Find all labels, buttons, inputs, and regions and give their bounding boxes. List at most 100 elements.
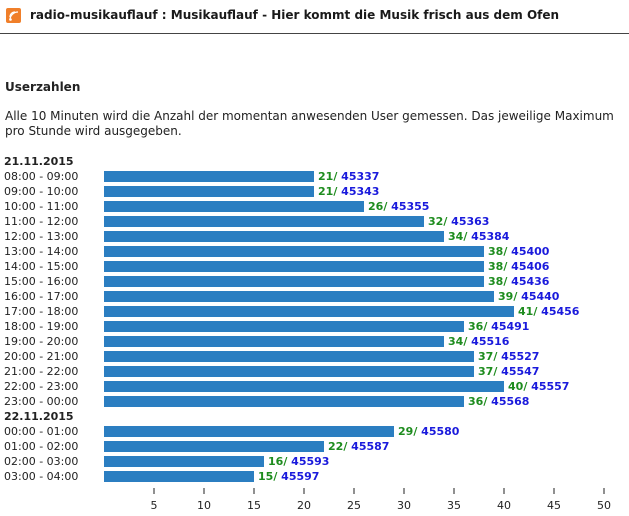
x-tick-label: 25 <box>347 499 361 512</box>
users-value: 39 <box>498 290 513 303</box>
total-value: 45400 <box>511 245 550 258</box>
bar-value-label: 21/ 45337 <box>318 170 379 183</box>
time-slot-label: 16:00 - 17:00 <box>4 290 78 303</box>
users-value: 38 <box>488 245 503 258</box>
total-value: 45343 <box>341 185 379 198</box>
section-heading: Userzahlen <box>5 80 81 94</box>
x-tick-label: 40 <box>497 499 511 512</box>
bar-value-label: 16/ 45593 <box>268 455 329 468</box>
users-value: 37 <box>478 350 493 363</box>
bar-value-label: 38/ 45406 <box>488 260 550 273</box>
total-value: 45363 <box>451 215 489 228</box>
time-slot-label: 15:00 - 16:00 <box>4 275 78 288</box>
time-slot-label: 12:00 - 13:00 <box>4 230 78 243</box>
section-description: Alle 10 Minuten wird die Anzahl der mome… <box>5 109 614 138</box>
bar-value-label: 29/ 45580 <box>398 425 460 438</box>
users-value: 37 <box>478 365 493 378</box>
bar <box>104 366 474 377</box>
time-slot-label: 22:00 - 23:00 <box>4 380 78 393</box>
time-slot-label: 18:00 - 19:00 <box>4 320 78 333</box>
users-value: 38 <box>488 260 503 273</box>
users-value: 21 <box>318 185 333 198</box>
time-slot-label: 21:00 - 22:00 <box>4 365 78 378</box>
bar <box>104 321 464 332</box>
bar <box>104 276 484 287</box>
bar <box>104 261 484 272</box>
value-separator: / <box>493 365 501 378</box>
bar-value-label: 22/ 45587 <box>328 440 389 453</box>
users-value: 41 <box>518 305 533 318</box>
time-slot-label: 10:00 - 11:00 <box>4 200 78 213</box>
value-separator: / <box>383 200 391 213</box>
page-title: radio-musikauflauf : Musikauflauf - Hier… <box>30 8 560 22</box>
value-separator: / <box>273 470 281 483</box>
title-bar: radio-musikauflauf : Musikauflauf - Hier… <box>0 0 629 34</box>
time-slot-label: 11:00 - 12:00 <box>4 215 78 228</box>
time-slot-label: 09:00 - 10:00 <box>4 185 78 198</box>
users-value: 21 <box>318 170 333 183</box>
time-slot-label: 13:00 - 14:00 <box>4 245 78 258</box>
bar-value-label: 38/ 45400 <box>488 245 550 258</box>
total-value: 45456 <box>541 305 580 318</box>
time-slot-label: 14:00 - 15:00 <box>4 260 78 273</box>
bar <box>104 201 364 212</box>
bar <box>104 456 264 467</box>
bar-value-label: 40/ 45557 <box>508 380 569 393</box>
value-separator: / <box>533 305 541 318</box>
total-value: 45587 <box>351 440 389 453</box>
time-slot-label: 03:00 - 04:00 <box>4 470 78 483</box>
bar <box>104 351 474 362</box>
bar <box>104 336 444 347</box>
bar <box>104 381 504 392</box>
bar <box>104 186 314 197</box>
value-separator: / <box>513 290 521 303</box>
bar <box>104 291 494 302</box>
bar <box>104 171 314 182</box>
bar-value-label: 34/ 45384 <box>448 230 510 243</box>
value-separator: / <box>463 335 471 348</box>
bar <box>104 216 424 227</box>
time-slot-label: 23:00 - 00:00 <box>4 395 78 408</box>
value-separator: / <box>333 170 341 183</box>
time-slot-label: 08:00 - 09:00 <box>4 170 78 183</box>
total-value: 45568 <box>491 395 529 408</box>
total-value: 45384 <box>471 230 510 243</box>
x-tick-label: 35 <box>447 499 461 512</box>
date-label: 22.11.2015 <box>4 410 74 423</box>
users-value: 29 <box>398 425 413 438</box>
bar <box>104 246 484 257</box>
time-slot-label: 19:00 - 20:00 <box>4 335 78 348</box>
users-value: 22 <box>328 440 343 453</box>
value-separator: / <box>493 350 501 363</box>
radio-wave-icon <box>6 8 21 23</box>
bar-value-label: 36/ 45568 <box>468 395 529 408</box>
value-separator: / <box>413 425 421 438</box>
value-separator: / <box>483 320 491 333</box>
total-value: 45406 <box>511 260 550 273</box>
header-divider <box>0 33 629 34</box>
value-separator: / <box>463 230 471 243</box>
bar <box>104 231 444 242</box>
x-tick-label: 45 <box>547 499 561 512</box>
total-value: 45516 <box>471 335 510 348</box>
total-value: 45547 <box>501 365 539 378</box>
total-value: 45580 <box>421 425 460 438</box>
bar-value-label: 15/ 45597 <box>258 470 319 483</box>
time-slot-label: 00:00 - 01:00 <box>4 425 78 438</box>
users-value: 36 <box>468 395 484 408</box>
bar <box>104 396 464 407</box>
value-separator: / <box>523 380 531 393</box>
users-value: 36 <box>468 320 484 333</box>
total-value: 45597 <box>281 470 319 483</box>
value-separator: / <box>503 245 511 258</box>
x-tick-label: 30 <box>397 499 411 512</box>
bar <box>104 441 324 452</box>
bar-value-label: 37/ 45527 <box>478 350 539 363</box>
value-separator: / <box>503 275 511 288</box>
value-separator: / <box>283 455 291 468</box>
users-value: 34 <box>448 335 464 348</box>
bar <box>104 306 514 317</box>
total-value: 45436 <box>511 275 550 288</box>
users-value: 34 <box>448 230 464 243</box>
